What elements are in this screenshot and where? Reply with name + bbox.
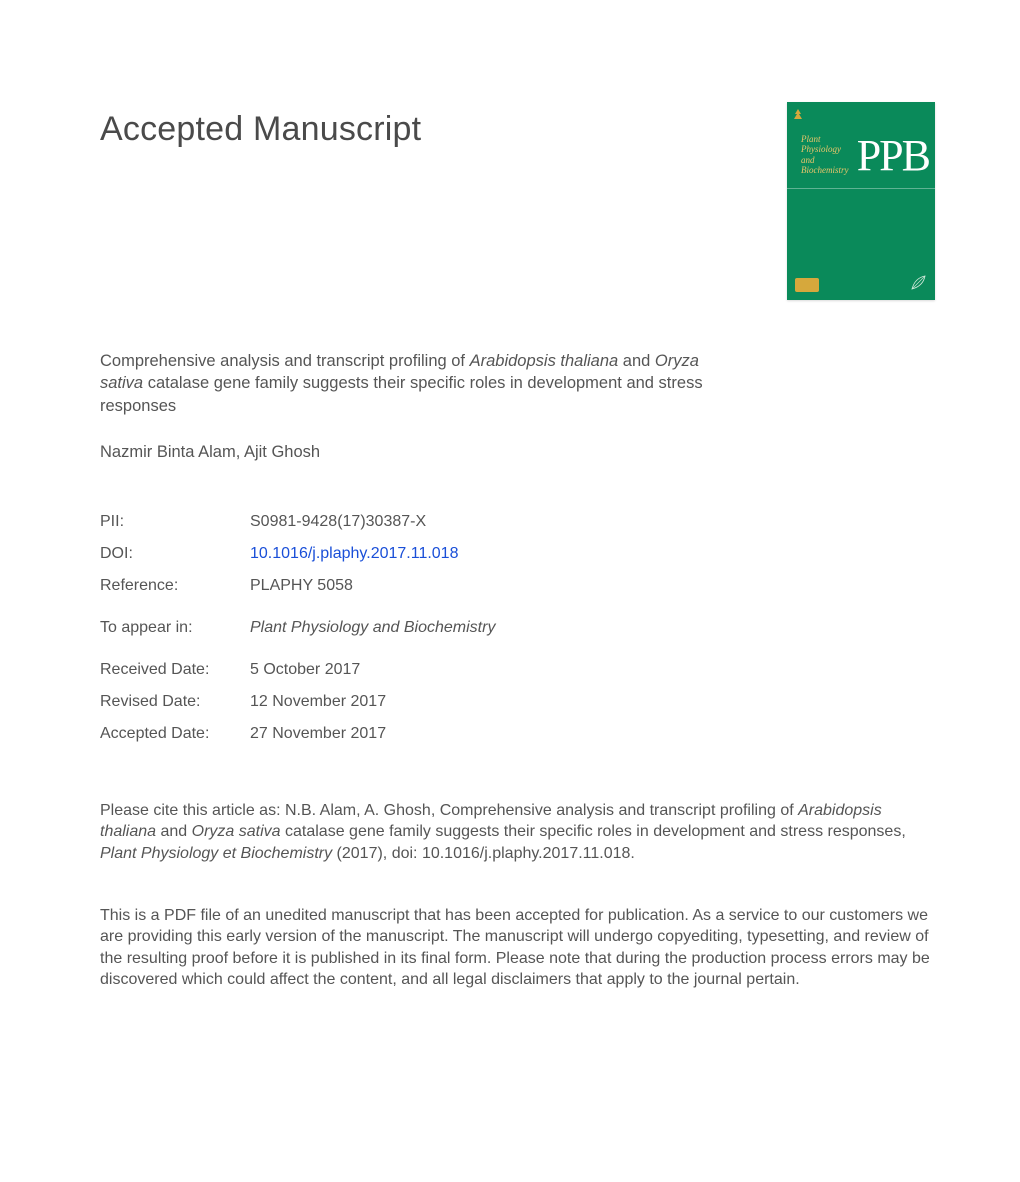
title-species: Arabidopsis thaliana	[470, 352, 619, 370]
title-text: catalase gene family suggests their spec…	[100, 374, 703, 414]
citation-journal: Plant Physiology et Biochemistry	[100, 845, 332, 862]
cover-title-line: Biochemistry	[801, 165, 849, 175]
cover-badge-icon	[795, 278, 819, 292]
meta-value: 27 November 2017	[250, 718, 495, 750]
citation-species: Oryza sativa	[192, 823, 281, 840]
cover-journal-name: Plant Physiology and Biochemistry	[801, 134, 849, 175]
cover-title-line: Plant	[801, 134, 849, 144]
meta-row-revised: Revised Date: 12 November 2017	[100, 686, 495, 718]
disclaimer-paragraph: This is a PDF file of an unedited manusc…	[100, 905, 930, 991]
meta-row-accepted: Accepted Date: 27 November 2017	[100, 718, 495, 750]
meta-value: S0981-9428(17)30387-X	[250, 506, 495, 538]
cover-topbar	[793, 108, 929, 120]
meta-value: 5 October 2017	[250, 654, 495, 686]
meta-label: Reference:	[100, 570, 250, 602]
cover-title-line: and	[801, 155, 849, 165]
cover-leaf-icon	[909, 274, 927, 292]
header-row: Accepted Manuscript Plant Physiology and…	[100, 110, 935, 300]
authors-line: Nazmir Binta Alam, Ajit Ghosh	[100, 443, 935, 462]
doi-link[interactable]: 10.1016/j.plaphy.2017.11.018	[250, 545, 458, 562]
meta-row-pii: PII: S0981-9428(17)30387-X	[100, 506, 495, 538]
article-title: Comprehensive analysis and transcript pr…	[100, 350, 740, 417]
cover-ppb-acronym: PPB	[857, 130, 929, 181]
meta-label: DOI:	[100, 538, 250, 570]
meta-label: Accepted Date:	[100, 718, 250, 750]
publisher-logo-icon	[793, 108, 803, 120]
page-title: Accepted Manuscript	[100, 110, 421, 149]
meta-value-journal: Plant Physiology and Biochemistry	[250, 612, 495, 644]
citation-text: (2017), doi: 10.1016/j.plaphy.2017.11.01…	[332, 845, 635, 862]
citation-text: Please cite this article as: N.B. Alam, …	[100, 802, 798, 819]
meta-value: 12 November 2017	[250, 686, 495, 718]
title-text: and	[618, 352, 655, 370]
spacer-row	[100, 644, 495, 654]
cover-divider-line	[787, 188, 935, 189]
meta-row-reference: Reference: PLAPHY 5058	[100, 570, 495, 602]
meta-row-doi: DOI: 10.1016/j.plaphy.2017.11.018	[100, 538, 495, 570]
manuscript-page: Accepted Manuscript Plant Physiology and…	[0, 0, 1020, 1071]
citation-block: Please cite this article as: N.B. Alam, …	[100, 800, 930, 865]
meta-row-received: Received Date: 5 October 2017	[100, 654, 495, 686]
citation-text: and	[156, 823, 192, 840]
citation-text: catalase gene family suggests their spec…	[281, 823, 906, 840]
meta-label: Revised Date:	[100, 686, 250, 718]
spacer-row	[100, 602, 495, 612]
meta-label: To appear in:	[100, 612, 250, 644]
title-text: Comprehensive analysis and transcript pr…	[100, 352, 470, 370]
meta-label: PII:	[100, 506, 250, 538]
cover-bottom-row	[795, 274, 927, 292]
meta-row-appear: To appear in: Plant Physiology and Bioch…	[100, 612, 495, 644]
journal-cover-thumbnail: Plant Physiology and Biochemistry PPB	[787, 102, 935, 300]
meta-label: Received Date:	[100, 654, 250, 686]
cover-title-line: Physiology	[801, 144, 849, 154]
metadata-table: PII: S0981-9428(17)30387-X DOI: 10.1016/…	[100, 506, 495, 750]
meta-value: PLAPHY 5058	[250, 570, 495, 602]
